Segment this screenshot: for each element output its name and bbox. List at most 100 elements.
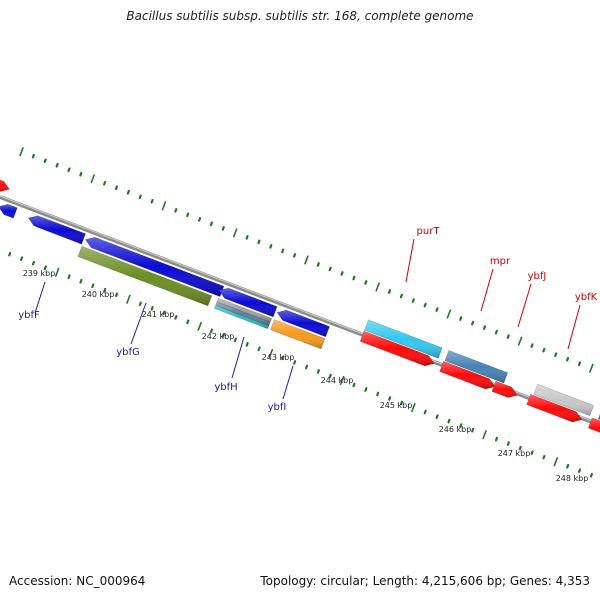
scale-tick <box>20 256 24 262</box>
scale-tick <box>174 315 178 320</box>
gene-ybfJ-arrow <box>526 393 583 423</box>
scale-tick <box>126 294 131 304</box>
scale-tick <box>257 346 261 352</box>
scale-tick <box>114 185 119 191</box>
scale-tick <box>186 319 190 325</box>
scale-tick <box>138 194 142 200</box>
scale-tick <box>31 260 36 266</box>
scale-tick <box>459 316 463 321</box>
upper-tick-row <box>19 147 594 373</box>
gene-ybfH-domain-3 <box>214 305 270 330</box>
scale-tick <box>174 208 178 213</box>
scale-tick <box>67 274 71 280</box>
scale-tick <box>376 391 380 397</box>
scale-tick <box>482 325 487 330</box>
scale-tick <box>8 251 12 257</box>
gene-arrow <box>491 380 518 398</box>
scale-tick <box>233 337 237 343</box>
scale-tick <box>198 217 202 222</box>
scale-tick <box>554 352 558 358</box>
scale-tick <box>446 309 452 319</box>
scale-tick <box>161 201 167 211</box>
scale-tick <box>43 158 47 164</box>
scale-tick <box>352 382 356 388</box>
scale-tick <box>423 302 427 308</box>
gene-label-ybfh[interactable]: ybfH <box>214 336 245 393</box>
gene-label-ybff[interactable]: ybfF <box>18 281 46 321</box>
scale-tick <box>577 361 582 367</box>
scale-tick <box>316 369 320 374</box>
scale-tick <box>530 343 534 348</box>
gene-label-text[interactable]: ybfF <box>18 310 40 321</box>
scale-labels: 239 kbp 240 kbp 241 kbp 242 kbp 243 kbp 244 k… <box>23 269 589 483</box>
scale-tick <box>566 356 570 362</box>
scale-tick <box>162 310 166 316</box>
genome-summary: Topology: circular; Length: 4,215,606 bp… <box>260 574 590 588</box>
scale-tick <box>399 293 403 299</box>
scale-tick <box>19 147 24 157</box>
scale-tick <box>328 373 332 379</box>
accession-text: Accession: NC_000964 <box>9 574 146 588</box>
scale-tick <box>293 360 297 365</box>
scale-label: 244 kbp <box>321 376 354 385</box>
scale-tick <box>435 414 439 419</box>
scale-label: 240 kbp <box>82 290 115 299</box>
scale-tick <box>411 403 416 413</box>
scale-tick <box>281 248 285 254</box>
scale-tick <box>566 463 570 469</box>
scale-tick <box>589 363 594 373</box>
gene-label-mpr[interactable]: mpr <box>480 256 511 312</box>
scale-label: 246 kbp <box>439 425 472 434</box>
scale-tick <box>79 171 83 177</box>
scale-tick <box>423 409 427 415</box>
scale-tick <box>31 153 35 159</box>
scale-tick <box>494 329 498 335</box>
gene-label-ybfk[interactable]: ybfK <box>567 292 598 350</box>
gene-label-text[interactable]: ybfH <box>214 382 237 393</box>
scale-tick <box>245 342 249 347</box>
scale-label: 247 kbp <box>498 449 531 458</box>
gene-label-text[interactable]: ybfG <box>116 347 140 358</box>
scale-tick <box>79 278 83 284</box>
scale-tick <box>304 364 309 370</box>
scale-tick <box>589 472 593 478</box>
scale-tick <box>411 298 415 303</box>
gene-label-ybfg[interactable]: ybfG <box>116 302 147 358</box>
scale-tick <box>399 400 404 406</box>
scale-tick <box>304 255 309 265</box>
gene-labels: ybfF ybfG ybfH ybfI purT mpr ybfJ ybfK <box>18 226 597 413</box>
scale-tick <box>281 355 285 361</box>
scale-tick <box>197 321 202 331</box>
gene-label-text[interactable]: purT <box>417 226 441 237</box>
scale-tick <box>138 301 142 307</box>
scale-tick <box>482 430 487 440</box>
scale-tick <box>103 180 107 186</box>
scale-tick <box>506 334 510 339</box>
gene-label-ybfj[interactable]: ybfJ <box>517 271 547 328</box>
gene-label-ybfi[interactable]: ybfI <box>268 365 294 413</box>
scale-tick <box>375 282 380 292</box>
gene-label-text[interactable]: ybfK <box>575 292 598 303</box>
scale-tick <box>103 287 107 293</box>
scale-tick <box>530 450 534 455</box>
gene-label-text[interactable]: ybfJ <box>528 271 547 282</box>
gene-feature <box>0 179 10 192</box>
scale-tick <box>328 266 332 272</box>
scale-tick <box>257 239 261 245</box>
scale-tick <box>553 457 559 467</box>
gene-label-text[interactable]: mpr <box>490 256 511 267</box>
scale-tick <box>352 275 356 281</box>
gene-ybfJ-feature <box>533 383 595 417</box>
scale-tick <box>364 387 368 392</box>
gene-label-purt[interactable]: purT <box>405 226 441 283</box>
scale-label: 248 kbp <box>556 474 589 483</box>
scale-tick <box>269 244 273 249</box>
scale-label: 243 kbp <box>262 353 295 362</box>
scale-tick <box>209 328 214 334</box>
scale-label: 239 kbp <box>23 269 56 278</box>
gene-label-text[interactable]: ybfI <box>268 402 287 413</box>
lower-tick-row <box>8 251 593 478</box>
scale-tick <box>316 262 320 267</box>
scale-tick <box>115 292 119 298</box>
scale-label: 245 kbp <box>380 401 413 410</box>
